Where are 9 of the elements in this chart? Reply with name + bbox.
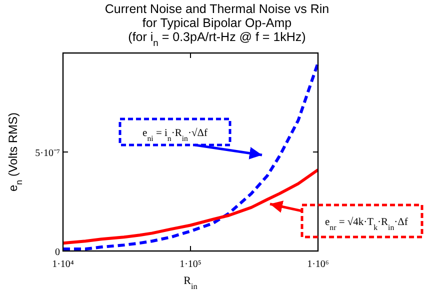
x-tick-label: 1·10⁶: [307, 259, 330, 270]
chart-title: Current Noise and Thermal Noise vs Rin for Typical Bipolar Op-Amp (for i$_{n}$ = 0.3pA/rt-Hz @ f = 1kHz): [104, 2, 330, 48]
text: e$_{nr}$ = √4k·T$_{k}$·R$_{in}$·Δf: [325, 216, 408, 232]
annotation: e$_{ni}$ = i$_{n}$·R$_{in}$·√Δf: [142, 127, 208, 142]
x-tick-label: 1·10⁴: [52, 259, 74, 270]
x-tick-label: 1·10⁵: [180, 259, 202, 270]
y-tick-label: 0: [55, 247, 60, 258]
y-tick-label: 5·10⁻⁷: [35, 148, 60, 159]
x-axis-title: R$_{in}$: [184, 275, 198, 290]
